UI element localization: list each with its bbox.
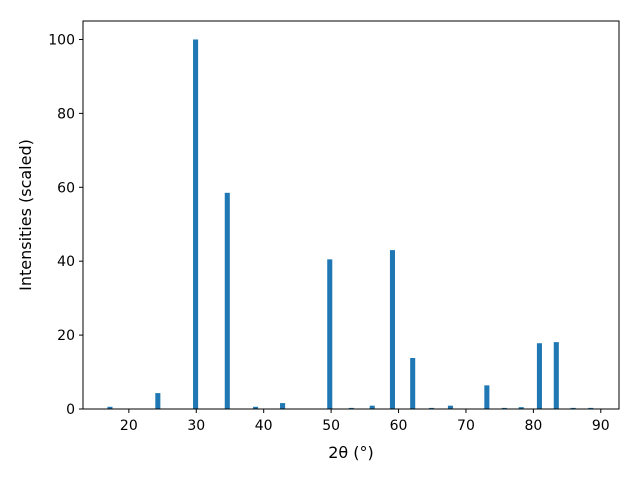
y-tick-label: 60 bbox=[57, 180, 75, 196]
bar bbox=[588, 407, 594, 409]
bar bbox=[107, 406, 113, 409]
bar bbox=[348, 407, 354, 409]
x-tick-label: 50 bbox=[322, 418, 340, 434]
x-tick-label: 20 bbox=[120, 418, 138, 434]
bar bbox=[536, 343, 542, 409]
y-axis: 0 20 40 60 80 100 bbox=[48, 32, 83, 418]
bar bbox=[193, 39, 199, 409]
bar bbox=[253, 406, 259, 409]
y-tick-label: 0 bbox=[66, 402, 75, 418]
y-tick-label: 100 bbox=[48, 32, 75, 48]
x-tick-label: 30 bbox=[187, 418, 205, 434]
bar bbox=[501, 407, 507, 409]
bar bbox=[429, 407, 435, 409]
x-axis-label: 2θ (°) bbox=[328, 443, 374, 462]
bar bbox=[280, 403, 286, 409]
bar bbox=[369, 405, 375, 409]
bar bbox=[518, 407, 524, 409]
bar bbox=[447, 405, 453, 409]
bar bbox=[155, 393, 161, 409]
x-tick-label: 40 bbox=[255, 418, 273, 434]
x-axis: 20 30 40 50 60 70 80 90 bbox=[120, 409, 610, 434]
bar bbox=[484, 385, 490, 409]
x-tick-label: 60 bbox=[390, 418, 408, 434]
x-tick-label: 70 bbox=[457, 418, 475, 434]
bar bbox=[327, 259, 333, 409]
y-tick-label: 40 bbox=[57, 254, 75, 270]
y-axis-label: Intensities (scaled) bbox=[16, 139, 35, 291]
bar bbox=[389, 250, 395, 409]
bar bbox=[570, 407, 576, 409]
bar bbox=[224, 192, 230, 409]
bars bbox=[107, 39, 594, 409]
y-tick-label: 20 bbox=[57, 328, 75, 344]
plot-frame bbox=[82, 20, 620, 410]
bar bbox=[553, 342, 559, 409]
y-tick-label: 80 bbox=[57, 106, 75, 122]
x-tick-label: 90 bbox=[592, 418, 610, 434]
x-tick-label: 80 bbox=[524, 418, 542, 434]
bar bbox=[410, 358, 416, 409]
